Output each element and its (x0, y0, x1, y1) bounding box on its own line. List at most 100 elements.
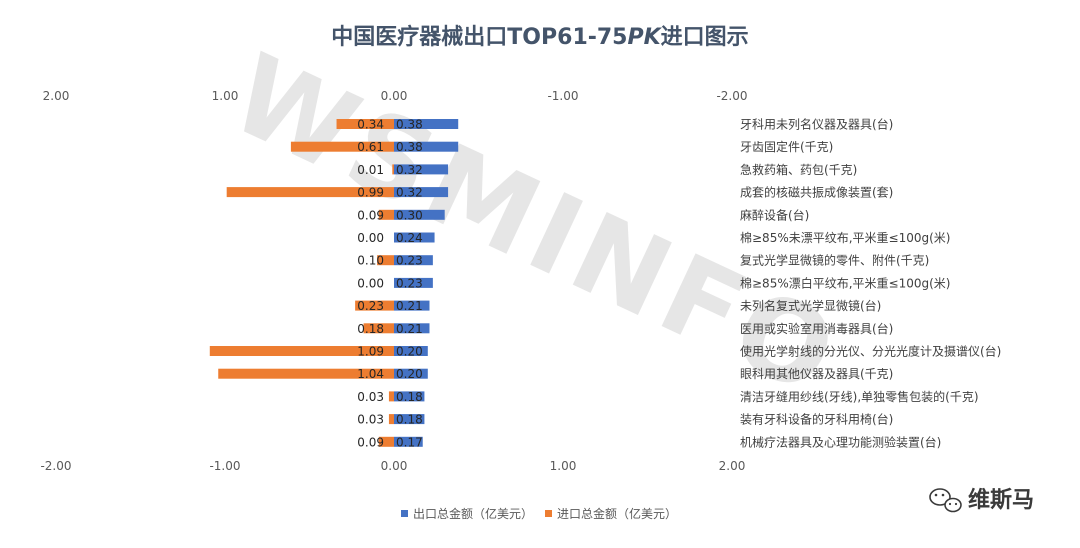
import-value-label: 1.09 (357, 345, 384, 359)
export-bar (394, 277, 433, 288)
import-value-label: 0.18 (357, 322, 384, 336)
data-labels: 0.34 0.38 0.61 0.38 0.01 0.32 0.99 0.32 0.09 0.30… (357, 118, 422, 450)
export-value-label: 0.32 (396, 163, 423, 177)
category-label: 麻醉设备(台) (740, 207, 809, 222)
import-value-label: 0.23 (357, 299, 384, 313)
top-tick-label: 1.00 (212, 89, 239, 103)
export-bar (394, 368, 428, 379)
category-label: 使用光学射线的分光仪、分光光度计及摄谱仪(台) (740, 344, 1001, 359)
import-bar (355, 300, 394, 311)
import-bar (378, 436, 394, 447)
watermark-text: WSMINFO (213, 29, 860, 421)
top-tick-label: -1.00 (547, 89, 578, 103)
top-tick-label: 0.00 (381, 89, 408, 103)
legend: 出口总金额（亿美元） 进口总金额（亿美元） (401, 506, 677, 521)
import-value-label: 0.00 (357, 276, 384, 290)
export-bar (394, 164, 449, 175)
export-bar (394, 436, 423, 447)
export-bar (394, 255, 433, 266)
wechat-icon (929, 488, 962, 513)
export-bar (394, 119, 459, 129)
bars (209, 119, 459, 447)
legend-swatch (545, 510, 552, 517)
export-bar (394, 391, 425, 402)
import-bar (392, 164, 394, 175)
export-bar (394, 141, 459, 152)
export-value-label: 0.18 (396, 390, 423, 404)
category-labels: 牙科用未列名仪器及器具(台) 牙齿固定件(千克) 急救药箱、药包(千克) 成套的核磁共… (740, 117, 1001, 450)
export-value-label: 0.18 (396, 413, 423, 427)
top-tick-label: -2.00 (716, 89, 747, 103)
export-value-label: 0.20 (396, 367, 423, 381)
bottom-tick-label: -1.00 (209, 459, 240, 473)
import-value-label: 0.09 (357, 208, 384, 222)
import-value-label: 0.34 (357, 118, 384, 132)
export-value-label: 0.17 (396, 435, 423, 449)
import-bar (226, 187, 394, 198)
import-value-label: 0.01 (357, 163, 384, 177)
category-label: 牙齿固定件(千克) (740, 139, 833, 154)
import-value-label: 0.09 (357, 435, 384, 449)
bottom-tick-label: 0.00 (381, 459, 408, 473)
chart-title-tail: 进口图示 (661, 25, 749, 50)
bottom-axis: -2.00 -1.00 0.00 1.00 2.00 (40, 459, 745, 473)
import-bar (388, 414, 394, 425)
legend-label: 出口总金额（亿美元） (413, 506, 533, 521)
top-axis: 2.00 1.00 0.00 -1.00 -2.00 (43, 89, 748, 103)
import-bar (377, 255, 394, 266)
export-bar (394, 323, 430, 334)
category-label: 机械疗法器具及心理功能测验装置(台) (740, 434, 941, 449)
bottom-tick-label: 2.00 (719, 459, 746, 473)
export-bar (394, 414, 425, 425)
category-label: 眼科用其他仪器及器具(千克) (740, 367, 893, 381)
category-label: 急救药箱、药包(千克) (740, 162, 857, 177)
legend-swatch (401, 510, 408, 517)
category-label: 牙科用未列名仪器及器具(台) (740, 117, 893, 132)
import-bar (363, 323, 394, 334)
import-value-label: 0.61 (357, 140, 384, 154)
top-tick-label: 2.00 (43, 89, 70, 103)
export-value-label: 0.21 (396, 299, 423, 313)
export-value-label: 0.23 (396, 276, 423, 290)
import-value-label: 0.03 (357, 390, 384, 404)
brand-logo: 维斯马 (929, 487, 1034, 513)
chart-title: 中国医疗器械出口TOP61-75PK进口图示 (331, 24, 748, 50)
export-bar (394, 187, 449, 198)
export-value-label: 0.32 (396, 186, 423, 200)
bottom-tick-label: 1.00 (550, 459, 577, 473)
import-bar (290, 141, 394, 152)
export-bar (394, 209, 445, 220)
category-label: 成套的核磁共振成像装置(套) (740, 185, 893, 200)
export-value-label: 0.20 (396, 345, 423, 359)
import-value-label: 1.04 (357, 367, 384, 381)
category-label: 医用或实验室用消毒器具(台) (740, 321, 893, 336)
export-value-label: 0.30 (396, 208, 423, 222)
legend-label: 进口总金额（亿美元） (557, 506, 677, 521)
category-label: 棉≥85%未漂平纹布,平米重≤100g(米) (740, 231, 950, 245)
import-bar (218, 368, 394, 379)
import-value-label: 0.03 (357, 413, 384, 427)
export-bar (394, 232, 435, 243)
brand-name: 维斯马 (968, 487, 1034, 513)
export-bar (394, 346, 428, 356)
category-label: 未列名复式光学显微镜(台) (740, 298, 881, 313)
export-value-label: 0.23 (396, 254, 423, 268)
category-label: 装有牙科设备的牙科用椅(台) (740, 412, 893, 427)
watermark: WSMINFO (213, 29, 860, 421)
import-bar (388, 391, 394, 402)
import-bar (378, 209, 394, 220)
category-label: 复式光学显微镜的零件、附件(千克) (740, 253, 929, 268)
bottom-tick-label: -2.00 (40, 459, 71, 473)
export-value-label: 0.21 (396, 322, 423, 336)
category-label: 清洁牙缝用纱线(牙线),单独零售包装的(千克) (740, 389, 979, 404)
import-bar (209, 346, 394, 356)
import-value-label: 0.00 (357, 231, 384, 245)
chart-title-main: 中国医疗器械出口TOP61-75 (331, 24, 627, 50)
chart-title-pk: PK (628, 25, 663, 50)
import-bar (336, 119, 394, 129)
export-value-label: 0.24 (396, 231, 423, 245)
export-bar (394, 300, 430, 311)
category-label: 棉≥85%漂白平纹布,平米重≤100g(米) (740, 275, 950, 290)
import-value-label: 0.99 (357, 186, 384, 200)
